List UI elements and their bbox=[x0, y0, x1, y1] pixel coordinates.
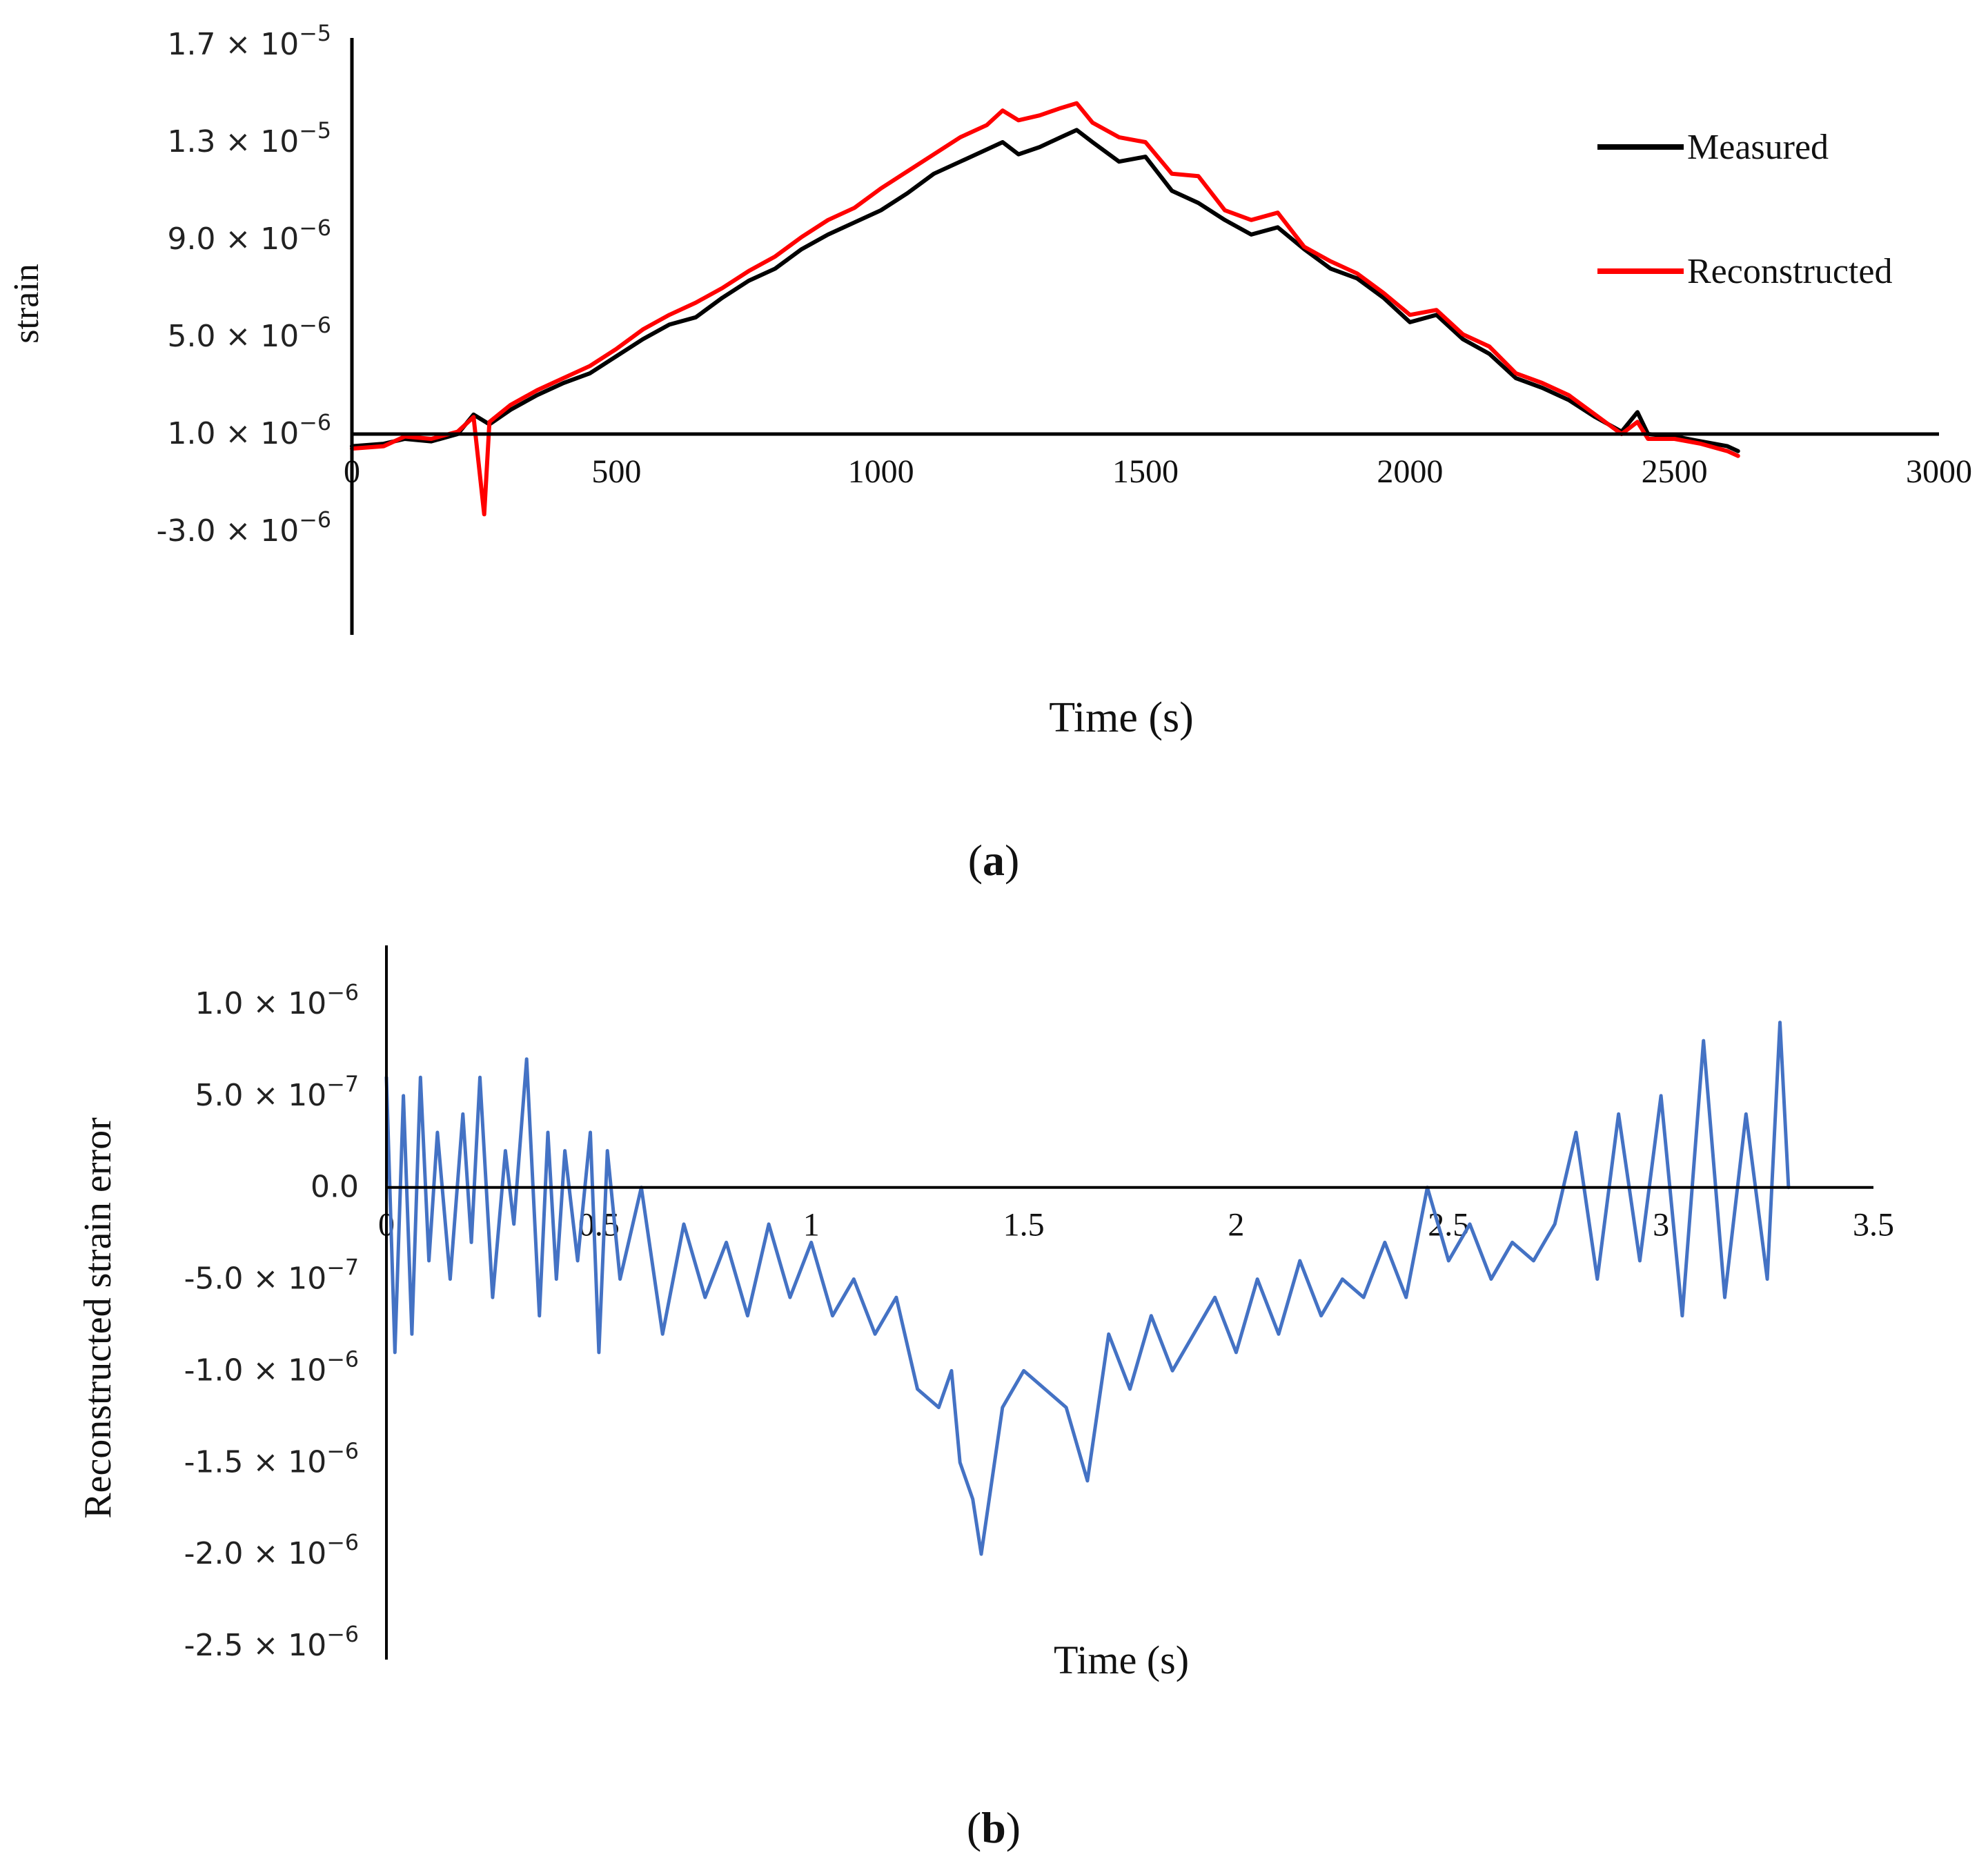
panel-b-y-tick-label: -2.5 × 10−6 bbox=[184, 1622, 359, 1663]
panel-a-y-tick-label: 9.0 × 10−6 bbox=[167, 216, 331, 257]
panel-b-chart: Reconstructed strain error Time (s) 1.0 … bbox=[77, 945, 1894, 1852]
panel-a-series bbox=[350, 101, 1740, 517]
panel-b-y-tick-label: -1.5 × 10−6 bbox=[184, 1439, 359, 1479]
panel-a-label-letter: a bbox=[983, 836, 1005, 885]
panel-b-y-tick-label: -5.0 × 10−7 bbox=[184, 1256, 359, 1297]
panel-b-label-letter: b bbox=[981, 1803, 1006, 1852]
panel-a-y-tick-label: 5.0 × 10−6 bbox=[167, 313, 331, 354]
panel-a-y-tick-label: 1.3 × 10−5 bbox=[167, 119, 331, 159]
panel-b-x-tick-label: 3 bbox=[1653, 1207, 1669, 1243]
series-line-measured bbox=[350, 128, 1740, 453]
panel-a-x-axis-label: Time (s) bbox=[1049, 694, 1194, 741]
panel-a-x-tick-label: 1000 bbox=[848, 453, 914, 490]
panel-b-x-tick-label: 2 bbox=[1228, 1207, 1244, 1243]
panel-b-x-tick-label: 1.5 bbox=[1003, 1207, 1045, 1243]
panel-b-y-tick-label: -1.0 × 10−6 bbox=[184, 1347, 359, 1388]
panel-a-y-ticks: 1.7 × 10−5 1.3 × 10−5 9.0 × 10−6 5.0 × 10−6… bbox=[157, 21, 331, 549]
panel-b-y-tick-label: 5.0 × 10−7 bbox=[195, 1072, 359, 1113]
panel-a-x-ticks: 050010001500200025003000 bbox=[344, 453, 1972, 490]
panel-b-y-tick-label: 1.0 × 10−6 bbox=[195, 981, 359, 1021]
series-line-reconstructed bbox=[350, 101, 1740, 517]
panel-a-x-tick-label: 500 bbox=[591, 453, 641, 490]
panel-b-x-ticks: 00.511.522.533.5 bbox=[378, 1207, 1894, 1243]
panel-a-y-axis-label: strain bbox=[7, 264, 46, 344]
panel-a-y-tick-label: -3.0 × 10−6 bbox=[157, 508, 331, 549]
panel-a-x-tick-label: 1500 bbox=[1112, 453, 1179, 490]
panel-a-x-tick-label: 3000 bbox=[1906, 453, 1972, 490]
panel-b-x-axis-label: Time (s) bbox=[1054, 1638, 1189, 1682]
panel-a-x-tick-label: 2000 bbox=[1377, 453, 1443, 490]
panel-b-x-tick-label: 3.5 bbox=[1853, 1207, 1894, 1243]
panel-b-x-tick-label: 1 bbox=[803, 1207, 820, 1243]
panel-b-y-ticks: 1.0 × 10−6 5.0 × 10−7 0.0 -5.0 × 10−7 -1.0 ×… bbox=[184, 981, 359, 1663]
legend-measured-label: Measured bbox=[1687, 128, 1829, 167]
panel-b-label: (b) bbox=[967, 1803, 1021, 1852]
legend-reconstructed-label: Reconstructed bbox=[1687, 252, 1892, 291]
panel-b-y-axis-label: Reconstructed strain error bbox=[77, 1117, 119, 1519]
panel-a-y-tick-label: 1.0 × 10−6 bbox=[167, 411, 331, 451]
panel-a-legend: Measured Reconstructed bbox=[1597, 128, 1892, 291]
panel-a-y-tick-label: 1.7 × 10−5 bbox=[167, 21, 331, 62]
panel-b-series bbox=[384, 1021, 1791, 1556]
panel-b-y-tick-label: 0.0 bbox=[311, 1170, 359, 1205]
panel-a-chart: strain Time (s) 1.7 × 10−5 1.3 × 10−5 9.0 … bbox=[7, 21, 1972, 885]
series-line-reconstructed-strain-error bbox=[384, 1021, 1791, 1556]
panel-a-x-tick-label: 2500 bbox=[1642, 453, 1708, 490]
panel-a-label: (a) bbox=[968, 836, 1020, 885]
panel-b-y-tick-label: -2.0 × 10−6 bbox=[184, 1531, 359, 1571]
